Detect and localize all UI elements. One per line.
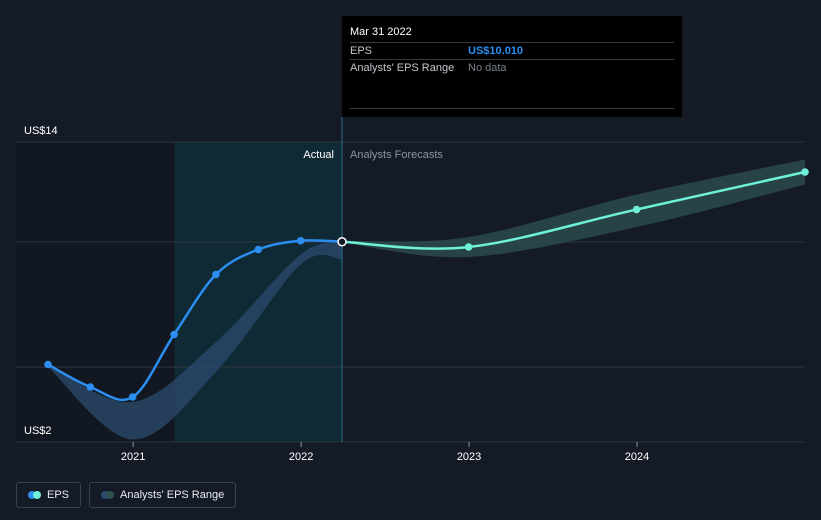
- tooltip-row-eps: EPS US$10.010: [350, 42, 674, 59]
- eps-point: [170, 330, 178, 339]
- actual-highlight: [174, 142, 343, 442]
- eps-forecast-line: [342, 170, 806, 250]
- tooltip-date: Mar 31 2022: [350, 26, 412, 38]
- eps-swatch-icon: [28, 491, 41, 499]
- x-tick-label: 2023: [457, 451, 481, 463]
- eps-range-bands: [48, 159, 805, 440]
- past-shade: [16, 142, 174, 442]
- x-axis: 2021 2022 2023 2024: [121, 442, 649, 463]
- eps-point: [44, 360, 52, 369]
- legend-eps-toggle[interactable]: EPS: [16, 482, 82, 508]
- eps-point: [464, 243, 473, 251]
- tooltip-divider: [350, 108, 674, 109]
- gridlines: [16, 141, 805, 443]
- y-label-min: US$2: [24, 425, 52, 437]
- tooltip-row-range: Analysts' EPS Range No data: [350, 59, 674, 76]
- tooltip-value: US$10.010: [468, 45, 524, 57]
- forecast-label: Analysts Forecasts: [350, 149, 443, 161]
- x-tick-label: 2024: [625, 451, 649, 463]
- x-tick-label: 2022: [289, 451, 313, 463]
- eps-points: [44, 168, 809, 401]
- legend-dot: [33, 491, 41, 499]
- eps-point: [254, 245, 263, 254]
- actual-label: Actual: [303, 149, 334, 161]
- chart-legend: EPS Analysts' EPS Range: [16, 482, 237, 508]
- legend-dot: [101, 491, 110, 499]
- hover-tooltip: Mar 31 2022 EPS US$10.010 Analysts' EPS …: [342, 16, 682, 117]
- legend-label: EPS: [47, 489, 70, 501]
- tooltip-value: No data: [468, 62, 507, 74]
- y-label-max: US$14: [24, 125, 58, 137]
- eps-point: [337, 237, 347, 247]
- legend-range-toggle[interactable]: Analysts' EPS Range: [89, 482, 237, 508]
- eps-point: [212, 270, 220, 279]
- tooltip-label: Analysts' EPS Range: [350, 62, 455, 74]
- eps-chart: 2021 2022 2023 2024 US$14 US$2 Actual Analy…: [16, 117, 809, 463]
- eps-range-band: [342, 159, 805, 258]
- legend-label: Analysts' EPS Range: [120, 489, 225, 501]
- eps-lines: [47, 170, 806, 402]
- x-tick-label: 2021: [121, 451, 145, 463]
- eps-line: [47, 239, 343, 402]
- legend-dot: [28, 491, 36, 499]
- eps-point: [801, 168, 809, 176]
- legend-dot: [106, 491, 115, 499]
- range-swatch-icon: [101, 491, 115, 499]
- eps-point: [296, 236, 305, 245]
- eps-point: [86, 383, 95, 391]
- eps-point: [632, 205, 641, 214]
- tooltip-label: EPS: [350, 45, 373, 57]
- eps-point: [128, 393, 137, 401]
- eps-range-band: [48, 242, 343, 440]
